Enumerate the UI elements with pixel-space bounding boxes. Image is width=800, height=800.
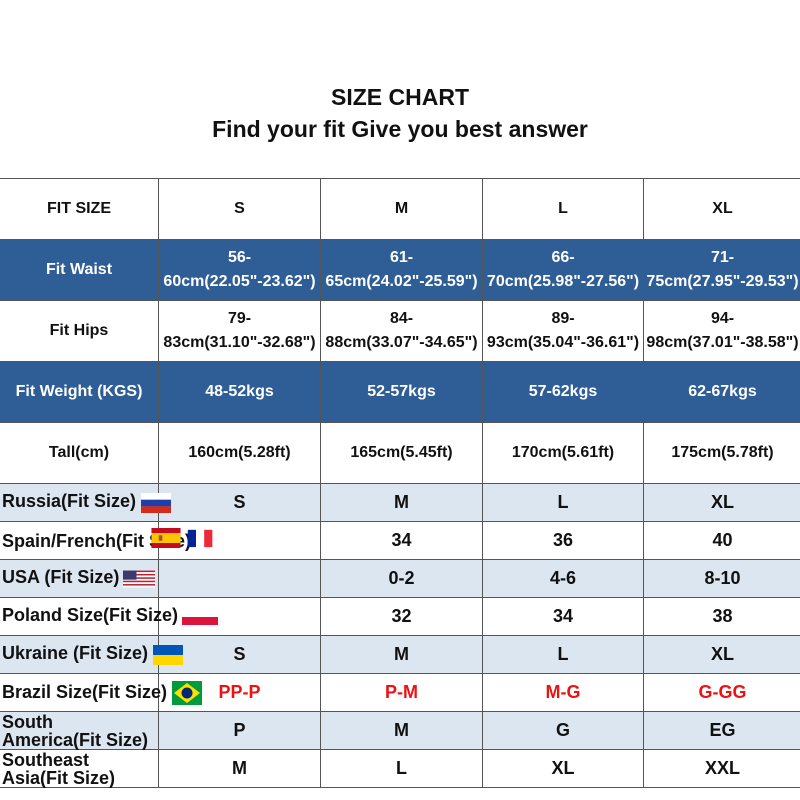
region-label-text: Spain/French(Fit Size) — [2, 530, 192, 551]
cell: 48-52kgs — [158, 361, 321, 423]
size-table: FIT SIZE S M L XL Fit Waist 56-60cm(22.0… — [0, 178, 800, 788]
tall-row: Tall(cm) 160cm(5.28ft) 165cm(5.45ft) 170… — [0, 422, 800, 484]
size-cell: P — [158, 711, 321, 750]
size-cell: XL — [643, 483, 800, 522]
cell: 175cm(5.78ft) — [643, 422, 800, 484]
region-label: Southeast Asia(Fit Size) — [0, 749, 159, 788]
region-row: Southeast Asia(Fit Size) M L XL XXL — [0, 749, 800, 788]
size-cell: 8-10 — [643, 559, 800, 598]
size-cell: G — [482, 711, 644, 750]
region-label-text: Poland Size(Fit Size) — [2, 605, 179, 626]
size-cell: 32 — [320, 597, 483, 636]
size-cell: L — [482, 635, 644, 674]
region-row: Brazil Size(Fit Size) PP-P P-M M-G G-GG — [0, 673, 800, 712]
cell: 57-62kgs — [482, 361, 644, 423]
size-cell: S — [158, 483, 321, 522]
size-cell — [158, 521, 321, 560]
size-cell: EG — [643, 711, 800, 750]
hips-row: Fit Hips 79-83cm(31.10"-32.68") 84-88cm(… — [0, 300, 800, 362]
cell: 79-83cm(31.10"-32.68") — [158, 300, 321, 362]
size-cell: M — [320, 635, 483, 674]
size-cell: L — [320, 749, 483, 788]
size-cell: 36 — [482, 521, 644, 560]
region-label-text: Russia(Fit Size) — [2, 491, 137, 512]
region-row: Ukraine (Fit Size) S M L XL — [0, 635, 800, 674]
waist-row: Fit Waist 56-60cm(22.05"-23.62") 61-65cm… — [0, 239, 800, 301]
region-row: Spain/French(Fit Size) 34 36 40 — [0, 521, 800, 560]
region-label-text: Brazil Size(Fit Size) — [2, 681, 168, 702]
size-cell: 38 — [643, 597, 800, 636]
header-row: FIT SIZE S M L XL — [0, 178, 800, 240]
size-cell: G-GG — [643, 673, 800, 712]
row-label: Tall(cm) — [0, 422, 159, 484]
region-row: USA (Fit Size) 0-2 4-6 8-10 — [0, 559, 800, 598]
region-label: Brazil Size(Fit Size) — [0, 673, 203, 712]
cell: 165cm(5.45ft) — [320, 422, 483, 484]
size-cell: XL — [482, 749, 644, 788]
cell: 66-70cm(25.98"-27.56") — [482, 239, 644, 301]
row-label: Fit Weight (KGS) — [0, 361, 159, 423]
cell: 61-65cm(24.02"-25.59") — [320, 239, 483, 301]
cell: 170cm(5.61ft) — [482, 422, 644, 484]
russia-flag-icon — [136, 491, 172, 513]
row-label: Fit Waist — [0, 239, 159, 301]
region-row: Poland Size(Fit Size) 32 34 38 — [0, 597, 800, 636]
region-label: South America(Fit Size) — [0, 711, 159, 750]
size-cell: P-M — [320, 673, 483, 712]
cell: 84-88cm(33.07"-34.65") — [320, 300, 483, 362]
cell: 71-75cm(27.95"-29.53") — [643, 239, 800, 301]
chart-subtitle: Find your fit Give you best answer — [212, 116, 588, 142]
size-cell: M — [158, 749, 321, 788]
region-row: Russia(Fit Size) S M L XL — [0, 483, 800, 522]
size-cell: 34 — [482, 597, 644, 636]
size-cell: 34 — [320, 521, 483, 560]
size-cell: S — [158, 635, 321, 674]
size-cell: L — [482, 483, 644, 522]
size-header: M — [320, 178, 483, 240]
region-label-text: Ukraine (Fit Size) — [2, 643, 149, 664]
cell: 89-93cm(35.04"-36.61") — [482, 300, 644, 362]
size-cell: 40 — [643, 521, 800, 560]
weight-row: Fit Weight (KGS) 48-52kgs 52-57kgs 57-62… — [0, 361, 800, 423]
region-label-text: USA (Fit Size) — [2, 567, 120, 588]
cell: 94-98cm(37.01"-38.58") — [643, 300, 800, 362]
row-label: Fit Hips — [0, 300, 159, 362]
size-header: S — [158, 178, 321, 240]
region-row: South America(Fit Size) P M G EG — [0, 711, 800, 750]
usa-flag-icon — [119, 567, 156, 588]
cell: 52-57kgs — [320, 361, 483, 423]
size-header: L — [482, 178, 644, 240]
cell: 160cm(5.28ft) — [158, 422, 321, 484]
region-label-text: South America(Fit Size) — [2, 711, 149, 750]
region-label: Ukraine (Fit Size) — [0, 635, 184, 674]
ukraine-flag-icon — [148, 643, 184, 665]
poland-flag-icon — [178, 605, 219, 625]
region-label-text: Southeast Asia(Fit Size) — [2, 749, 116, 788]
region-label: USA (Fit Size) — [0, 559, 159, 598]
size-cell: 0-2 — [320, 559, 483, 598]
cell: 62-67kgs — [643, 361, 800, 423]
size-cell: M — [320, 711, 483, 750]
chart-title: SIZE CHART — [331, 84, 469, 110]
size-cell — [158, 559, 321, 598]
size-cell: M — [320, 483, 483, 522]
size-cell: XL — [643, 635, 800, 674]
region-label: Russia(Fit Size) — [0, 483, 172, 522]
cell: 56-60cm(22.05"-23.62") — [158, 239, 321, 301]
region-label: Spain/French(Fit Size) — [0, 521, 213, 560]
region-label: Poland Size(Fit Size) — [0, 597, 219, 636]
size-cell: M-G — [482, 673, 644, 712]
fit-size-header: FIT SIZE — [0, 178, 159, 240]
size-header: XL — [643, 178, 800, 240]
size-cell: 4-6 — [482, 559, 644, 598]
size-cell: XXL — [643, 749, 800, 788]
brazil-flag-icon — [167, 680, 203, 705]
